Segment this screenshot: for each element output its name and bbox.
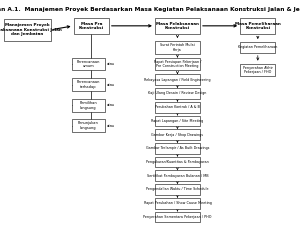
Text: atau: atau [107,62,115,66]
Text: atau: atau [107,103,115,107]
FancyBboxPatch shape [4,19,51,40]
FancyBboxPatch shape [72,58,105,70]
Text: Pengukuran/Kuantitas & Pembayaran: Pengukuran/Kuantitas & Pembayaran [146,160,209,164]
FancyBboxPatch shape [155,143,200,154]
FancyBboxPatch shape [155,74,200,85]
FancyBboxPatch shape [240,64,275,76]
FancyBboxPatch shape [155,18,200,34]
Text: Kegiatan Pemeliharaan: Kegiatan Pemeliharaan [238,45,278,49]
FancyBboxPatch shape [155,58,200,70]
Text: Masa Pelaksanaan
Konstruksi: Masa Pelaksanaan Konstruksi [156,21,199,30]
Text: Perencanaan
umum: Perencanaan umum [76,60,100,68]
FancyBboxPatch shape [155,184,200,195]
FancyBboxPatch shape [155,157,200,167]
Text: atau: atau [107,83,115,87]
Text: Pemilihan
langsung: Pemilihan langsung [80,101,97,109]
FancyBboxPatch shape [155,116,200,126]
Text: Rapat Lapangan / Site Meeting: Rapat Lapangan / Site Meeting [152,119,203,123]
Text: Perencanaan
terhadap: Perencanaan terhadap [76,80,100,89]
Text: atau: atau [107,124,115,128]
FancyBboxPatch shape [74,18,109,34]
Text: Rekayasa Lapangan / Field Engineering: Rekayasa Lapangan / Field Engineering [144,78,211,82]
FancyBboxPatch shape [155,129,200,140]
FancyBboxPatch shape [155,170,200,181]
FancyBboxPatch shape [72,78,105,91]
FancyBboxPatch shape [240,18,275,34]
FancyBboxPatch shape [72,119,105,132]
Text: Sertifikat Pembayaran Bulanan / MB: Sertifikat Pembayaran Bulanan / MB [147,174,208,178]
Text: Penyerahan Akhir
Pekerjaan / FHO: Penyerahan Akhir Pekerjaan / FHO [243,66,273,74]
Text: Masa Pra
Konstruksi: Masa Pra Konstruksi [79,21,104,30]
FancyBboxPatch shape [155,88,200,99]
FancyBboxPatch shape [155,41,200,54]
Text: Surat Perintah Mulai
Kerja: Surat Perintah Mulai Kerja [160,43,195,52]
Text: Penunjukan
langsung: Penunjukan langsung [78,122,99,130]
FancyBboxPatch shape [155,198,200,209]
Text: Manajemen Proyek
Pelaksanaan Konstruksi Jalan
dan Jembatan: Manajemen Proyek Pelaksanaan Konstruksi … [0,23,62,36]
Text: Kaji Ulang Desain / Review Design: Kaji Ulang Desain / Review Design [148,91,207,95]
Text: Gambar Kerja / Shop Drawings: Gambar Kerja / Shop Drawings [152,133,203,137]
Text: Pengendalian Waktu / Time Schedule: Pengendalian Waktu / Time Schedule [146,188,209,191]
FancyBboxPatch shape [72,99,105,112]
Text: Perubahan Kontrak / A & B: Perubahan Kontrak / A & B [155,105,200,109]
Text: Rapat Perubahan / Show Cause Meeting: Rapat Perubahan / Show Cause Meeting [144,201,211,205]
FancyBboxPatch shape [155,102,200,112]
Text: Penyerahan Sementara Pekerjaan / PHO: Penyerahan Sementara Pekerjaan / PHO [143,215,212,219]
Text: Rapat Persiapan Pekerjaan /
Pre Construction Meeting: Rapat Persiapan Pekerjaan / Pre Construc… [154,60,201,68]
FancyBboxPatch shape [240,42,275,53]
Text: Lampiran A.1.  Manajemen Proyek Berdasarkan Masa Kegiatan Pelaksanaan Konstruksi: Lampiran A.1. Manajemen Proyek Berdasark… [0,7,300,12]
Text: Masa Pemeliharaan
Konstruksi: Masa Pemeliharaan Konstruksi [235,21,281,30]
FancyBboxPatch shape [155,212,200,222]
Text: Gambar Terlampir / As Built Drawings: Gambar Terlampir / As Built Drawings [146,146,209,150]
